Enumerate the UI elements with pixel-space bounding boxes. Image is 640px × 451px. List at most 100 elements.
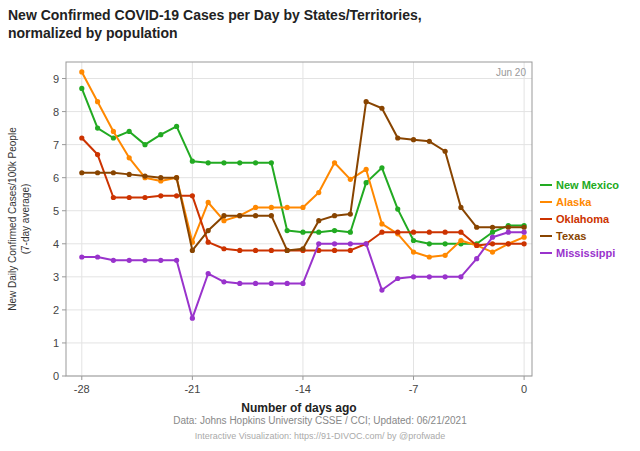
legend-swatch xyxy=(540,252,552,254)
point xyxy=(127,258,132,263)
series xyxy=(79,69,527,259)
point xyxy=(300,230,305,235)
point xyxy=(237,160,242,165)
point xyxy=(190,248,195,253)
point xyxy=(411,238,416,243)
point xyxy=(127,129,132,134)
legend-label: Texas xyxy=(556,230,586,242)
point xyxy=(395,276,400,281)
point xyxy=(253,160,258,165)
point xyxy=(458,238,463,243)
point xyxy=(348,241,353,246)
point xyxy=(348,211,353,216)
x-tick-label: -7 xyxy=(409,383,419,395)
chart: New Confirmed COVID-19 Cases per Day by … xyxy=(0,0,640,451)
y-tick xyxy=(62,309,66,310)
legend: New MexicoAlaskaOklahomaTexasMississippi xyxy=(540,179,619,259)
point xyxy=(364,99,369,104)
y-tick-label: 1 xyxy=(53,337,59,349)
point xyxy=(285,248,290,253)
y-tick-label: 0 xyxy=(53,370,59,382)
y-tick xyxy=(62,276,66,277)
point xyxy=(111,129,116,134)
legend-label: Alaska xyxy=(556,196,592,208)
point xyxy=(427,241,432,246)
y-tick-label: 9 xyxy=(53,73,59,85)
point xyxy=(316,190,321,195)
point xyxy=(474,243,479,248)
point xyxy=(174,175,179,180)
x-tick xyxy=(413,376,414,380)
point xyxy=(332,213,337,218)
point xyxy=(206,200,211,205)
point xyxy=(285,205,290,210)
y-tick-label: 7 xyxy=(53,139,59,151)
x-tick-label: -21 xyxy=(184,383,200,395)
point xyxy=(490,249,495,254)
point xyxy=(379,230,384,235)
point xyxy=(316,230,321,235)
point xyxy=(427,274,432,279)
point xyxy=(95,99,100,104)
point xyxy=(474,225,479,230)
point xyxy=(111,195,116,200)
point xyxy=(142,142,147,147)
point xyxy=(522,230,527,235)
point xyxy=(206,160,211,165)
x-tick-label: 0 xyxy=(521,383,527,395)
point xyxy=(458,230,463,235)
point xyxy=(332,248,337,253)
point xyxy=(316,241,321,246)
point xyxy=(269,248,274,253)
point xyxy=(253,248,258,253)
series-line xyxy=(82,232,524,318)
point xyxy=(474,243,479,248)
point xyxy=(158,258,163,263)
point xyxy=(379,287,384,292)
x-grid-line xyxy=(81,62,82,376)
point xyxy=(206,228,211,233)
point xyxy=(158,175,163,180)
point xyxy=(506,230,511,235)
point xyxy=(364,167,369,172)
point xyxy=(395,135,400,140)
point xyxy=(332,241,337,246)
point xyxy=(364,241,369,246)
point xyxy=(458,274,463,279)
point xyxy=(427,254,432,259)
point xyxy=(221,160,226,165)
y-axis-label-group: New Daily Confirmed Cases/100k People(7-… xyxy=(7,127,31,311)
point xyxy=(364,180,369,185)
point xyxy=(174,258,179,263)
legend-label: Oklahoma xyxy=(556,213,610,225)
legend-label: Mississippi xyxy=(556,247,615,259)
series-line xyxy=(82,102,524,251)
point xyxy=(490,241,495,246)
point xyxy=(95,152,100,157)
y-tick xyxy=(62,144,66,145)
y-tick xyxy=(62,111,66,112)
point xyxy=(300,281,305,286)
point xyxy=(427,230,432,235)
point xyxy=(127,155,132,160)
footnote: Interactive Visualization: https://91-DI… xyxy=(195,431,446,441)
series-line xyxy=(82,72,524,257)
point xyxy=(253,281,258,286)
point xyxy=(190,316,195,321)
legend-swatch xyxy=(540,218,552,220)
point xyxy=(206,240,211,245)
footnote: Data: Johns Hopkins University CSSE / CC… xyxy=(173,415,467,426)
point xyxy=(348,230,353,235)
point xyxy=(221,246,226,251)
x-grid-line xyxy=(524,62,525,376)
legend-swatch xyxy=(540,184,552,186)
point xyxy=(522,241,527,246)
point xyxy=(269,281,274,286)
point xyxy=(221,218,226,223)
y-tick-label: 6 xyxy=(53,172,59,184)
point xyxy=(79,86,84,91)
y-tick xyxy=(62,376,66,377)
point xyxy=(79,69,84,74)
y-grid-line xyxy=(66,177,532,178)
legend-swatch xyxy=(540,201,552,203)
